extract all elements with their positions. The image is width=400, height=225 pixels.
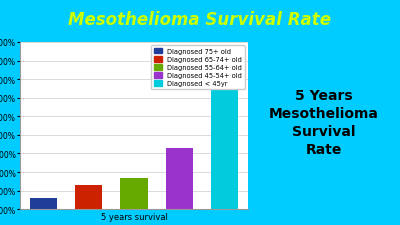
Bar	[166, 148, 192, 209]
Legend: Diagnosed 75+ old, Diagnosed 65-74+ old, Diagnosed 55-64+ old, Diagnosed 45-54+ : Diagnosed 75+ old, Diagnosed 65-74+ old,…	[151, 46, 245, 90]
Bar	[76, 185, 102, 209]
Bar	[120, 178, 148, 209]
Text: 5 Years
Mesothelioma
Survival
Rate: 5 Years Mesothelioma Survival Rate	[269, 89, 379, 156]
Bar	[30, 198, 57, 209]
Text: Mesothelioma Survival Rate: Mesothelioma Survival Rate	[68, 11, 332, 29]
Bar	[211, 67, 238, 209]
